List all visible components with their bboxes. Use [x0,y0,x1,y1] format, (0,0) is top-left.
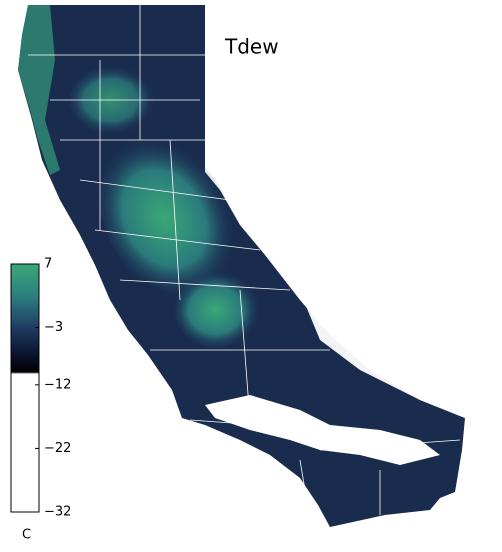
colorbar-tick-label: −22 [44,441,71,456]
map-title: Tdew [224,35,279,59]
county-lines [28,5,461,521]
valley-green [99,134,241,296]
colorbar-tick-label: 7 [44,257,52,272]
colorbar-tick-label: −3 [44,320,63,335]
valley-green [175,270,265,350]
state-shape [18,5,465,527]
california-map [18,5,465,527]
colorbar: 7 −3 −12 −22 −32 C [10,257,71,543]
colorbar-tick-label: −12 [44,377,71,392]
colorbar-bar [10,263,40,513]
coast-green [18,5,60,175]
desert-white [205,395,440,465]
colorbar-tick-label: −32 [44,505,71,520]
desert-white [250,170,465,418]
colorbar-unit: C [22,528,31,543]
